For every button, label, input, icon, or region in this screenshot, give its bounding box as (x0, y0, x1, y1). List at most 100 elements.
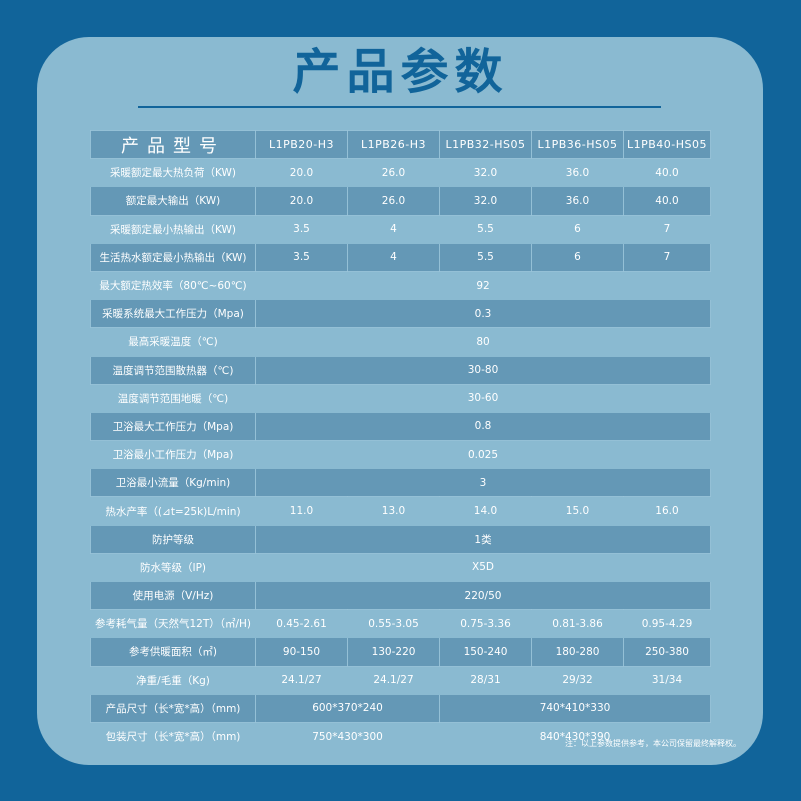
merged-value-cell: 92 (255, 270, 711, 301)
table-row: 生活热水额定最小热输出（KW) 3.5 4 5.5 6 7 (90, 242, 711, 272)
spec-table: 产品型号 L1PB20-H3 L1PB26-H3 L1PB32-HS05 L1PB36-… (90, 129, 711, 752)
value-cell: 3.5 (255, 214, 348, 244)
value-cell: 90-150 (255, 637, 348, 667)
table-row: 采暖额定最大热负荷（KW) 20.0 26.0 32.0 36.0 40.0 (90, 158, 711, 188)
merged-value-cell: 30-60 (255, 383, 711, 413)
table-row: 参考供暖面积（㎡) 90-150 130-220 150-240 180-280 250-… (90, 637, 711, 667)
model-header: L1PB40-HS05 (623, 129, 711, 160)
value-cell: 6 (531, 242, 624, 272)
value-cell: 26.0 (347, 158, 440, 188)
merged-value-cell: 840*430*390 (439, 721, 711, 752)
table-row: 采暖额定最小热输出（KW) 3.5 4 5.5 6 7 (90, 214, 711, 244)
row-label: 采暖额定最大热负荷（KW) (90, 158, 256, 188)
table-row: 参考耗气量（天然气12T）（㎡/H) 0.45-2.61 0.55-3.05 0.75… (90, 609, 711, 639)
value-cell: 4 (347, 214, 440, 244)
table-row: 包装尺寸（长*宽*高）（mm) 750*430*300 840*430*390 (90, 721, 711, 752)
value-cell: 24.1/27 (255, 665, 348, 695)
merged-value-cell: 0.8 (255, 411, 711, 442)
value-cell: 36.0 (531, 158, 624, 188)
row-label: 最大额定热效率（80℃~60℃) (90, 270, 256, 301)
table-row: 温度调节范围地暖（℃) 30-60 (90, 383, 711, 413)
row-label: 温度调节范围散热器（℃) (90, 355, 256, 385)
value-cell: 36.0 (531, 186, 624, 216)
merged-value-cell: 740*410*330 (439, 693, 711, 723)
value-cell: 3.5 (255, 242, 348, 272)
table-row: 使用电源（V/Hz) 220/50 (90, 580, 711, 611)
row-label: 参考供暖面积（㎡) (90, 637, 256, 667)
value-cell: 7 (623, 242, 711, 272)
value-cell: 20.0 (255, 186, 348, 216)
table-row: 温度调节范围散热器（℃) 30-80 (90, 355, 711, 385)
value-cell: 16.0 (623, 496, 711, 526)
row-label: 包装尺寸（长*宽*高）（mm) (90, 721, 256, 752)
table-row: 热水产率（(⊿t=25k)L/min) 11.0 13.0 14.0 15.0 16.0 (90, 496, 711, 526)
merged-value-cell: 600*370*240 (255, 693, 440, 723)
header-row: 产品型号 L1PB20-H3 L1PB26-H3 L1PB32-HS05 L1PB36-… (90, 129, 711, 160)
value-cell: 26.0 (347, 186, 440, 216)
value-cell: 0.81-3.86 (531, 609, 624, 639)
table-row: 防护等级 1类 (90, 524, 711, 554)
merged-value-cell: 80 (255, 327, 711, 357)
value-cell: 0.55-3.05 (347, 609, 440, 639)
merged-value-cell: 220/50 (255, 580, 711, 611)
row-label: 卫浴最小工作压力（Mpa) (90, 440, 256, 470)
table-row: 净重/毛重（Kg) 24.1/27 24.1/27 28/31 29/32 31/34 (90, 665, 711, 695)
row-label: 温度调节范围地暖（℃) (90, 383, 256, 413)
value-cell: 250-380 (623, 637, 711, 667)
row-label: 防护等级 (90, 524, 256, 554)
value-cell: 13.0 (347, 496, 440, 526)
row-label: 防水等级（IP) (90, 552, 256, 583)
merged-value-cell: 750*430*300 (255, 721, 440, 752)
value-cell: 24.1/27 (347, 665, 440, 695)
model-header: L1PB36-HS05 (531, 129, 624, 160)
table-row: 产品尺寸（长*宽*高）（mm) 600*370*240 740*410*330 (90, 693, 711, 723)
value-cell: 31/34 (623, 665, 711, 695)
value-cell: 32.0 (439, 158, 532, 188)
row-label: 参考耗气量（天然气12T）（㎡/H) (90, 609, 256, 639)
row-label: 生活热水额定最小热输出（KW) (90, 242, 256, 272)
value-cell: 11.0 (255, 496, 348, 526)
merged-value-cell: 1类 (255, 524, 711, 554)
table-row: 额定最大输出（KW) 20.0 26.0 32.0 36.0 40.0 (90, 186, 711, 216)
row-label: 卫浴最大工作压力（Mpa) (90, 411, 256, 442)
value-cell: 4 (347, 242, 440, 272)
value-cell: 5.5 (439, 214, 532, 244)
row-label: 采暖系统最大工作压力（Mpa) (90, 299, 256, 329)
value-cell: 15.0 (531, 496, 624, 526)
value-cell: 180-280 (531, 637, 624, 667)
value-cell: 32.0 (439, 186, 532, 216)
page-title: 产品参数 (292, 44, 509, 100)
model-header: L1PB32-HS05 (439, 129, 532, 160)
title-underline (138, 106, 661, 108)
value-cell: 14.0 (439, 496, 532, 526)
model-header: L1PB26-H3 (347, 129, 440, 160)
row-label: 使用电源（V/Hz) (90, 580, 256, 611)
merged-value-cell: 30-80 (255, 355, 711, 385)
value-cell: 130-220 (347, 637, 440, 667)
table-row: 卫浴最大工作压力（Mpa) 0.8 (90, 411, 711, 442)
merged-value-cell: 3 (255, 468, 711, 498)
value-cell: 6 (531, 214, 624, 244)
merged-value-cell: X5D (255, 552, 711, 583)
value-cell: 40.0 (623, 158, 711, 188)
table-row: 采暖系统最大工作压力（Mpa) 0.3 (90, 299, 711, 329)
table-row: 最高采暖温度（℃) 80 (90, 327, 711, 357)
model-header: L1PB20-H3 (255, 129, 348, 160)
table-row: 最大额定热效率（80℃~60℃) 92 (90, 270, 711, 301)
value-cell: 20.0 (255, 158, 348, 188)
value-cell: 0.45-2.61 (255, 609, 348, 639)
disclaimer-note: 注：以上参数提供参考，本公司保留最终解释权。 (565, 739, 741, 748)
row-label: 最高采暖温度（℃) (90, 327, 256, 357)
row-label: 采暖额定最小热输出（KW) (90, 214, 256, 244)
value-cell: 0.75-3.36 (439, 609, 532, 639)
header-label: 产品型号 (90, 129, 256, 160)
row-label: 额定最大输出（KW) (90, 186, 256, 216)
row-label: 热水产率（(⊿t=25k)L/min) (90, 496, 256, 526)
value-cell: 5.5 (439, 242, 532, 272)
value-cell: 29/32 (531, 665, 624, 695)
row-label: 产品尺寸（长*宽*高）（mm) (90, 693, 256, 723)
value-cell: 7 (623, 214, 711, 244)
table-row: 卫浴最小流量（Kg/min) 3 (90, 468, 711, 498)
value-cell: 40.0 (623, 186, 711, 216)
row-label: 卫浴最小流量（Kg/min) (90, 468, 256, 498)
